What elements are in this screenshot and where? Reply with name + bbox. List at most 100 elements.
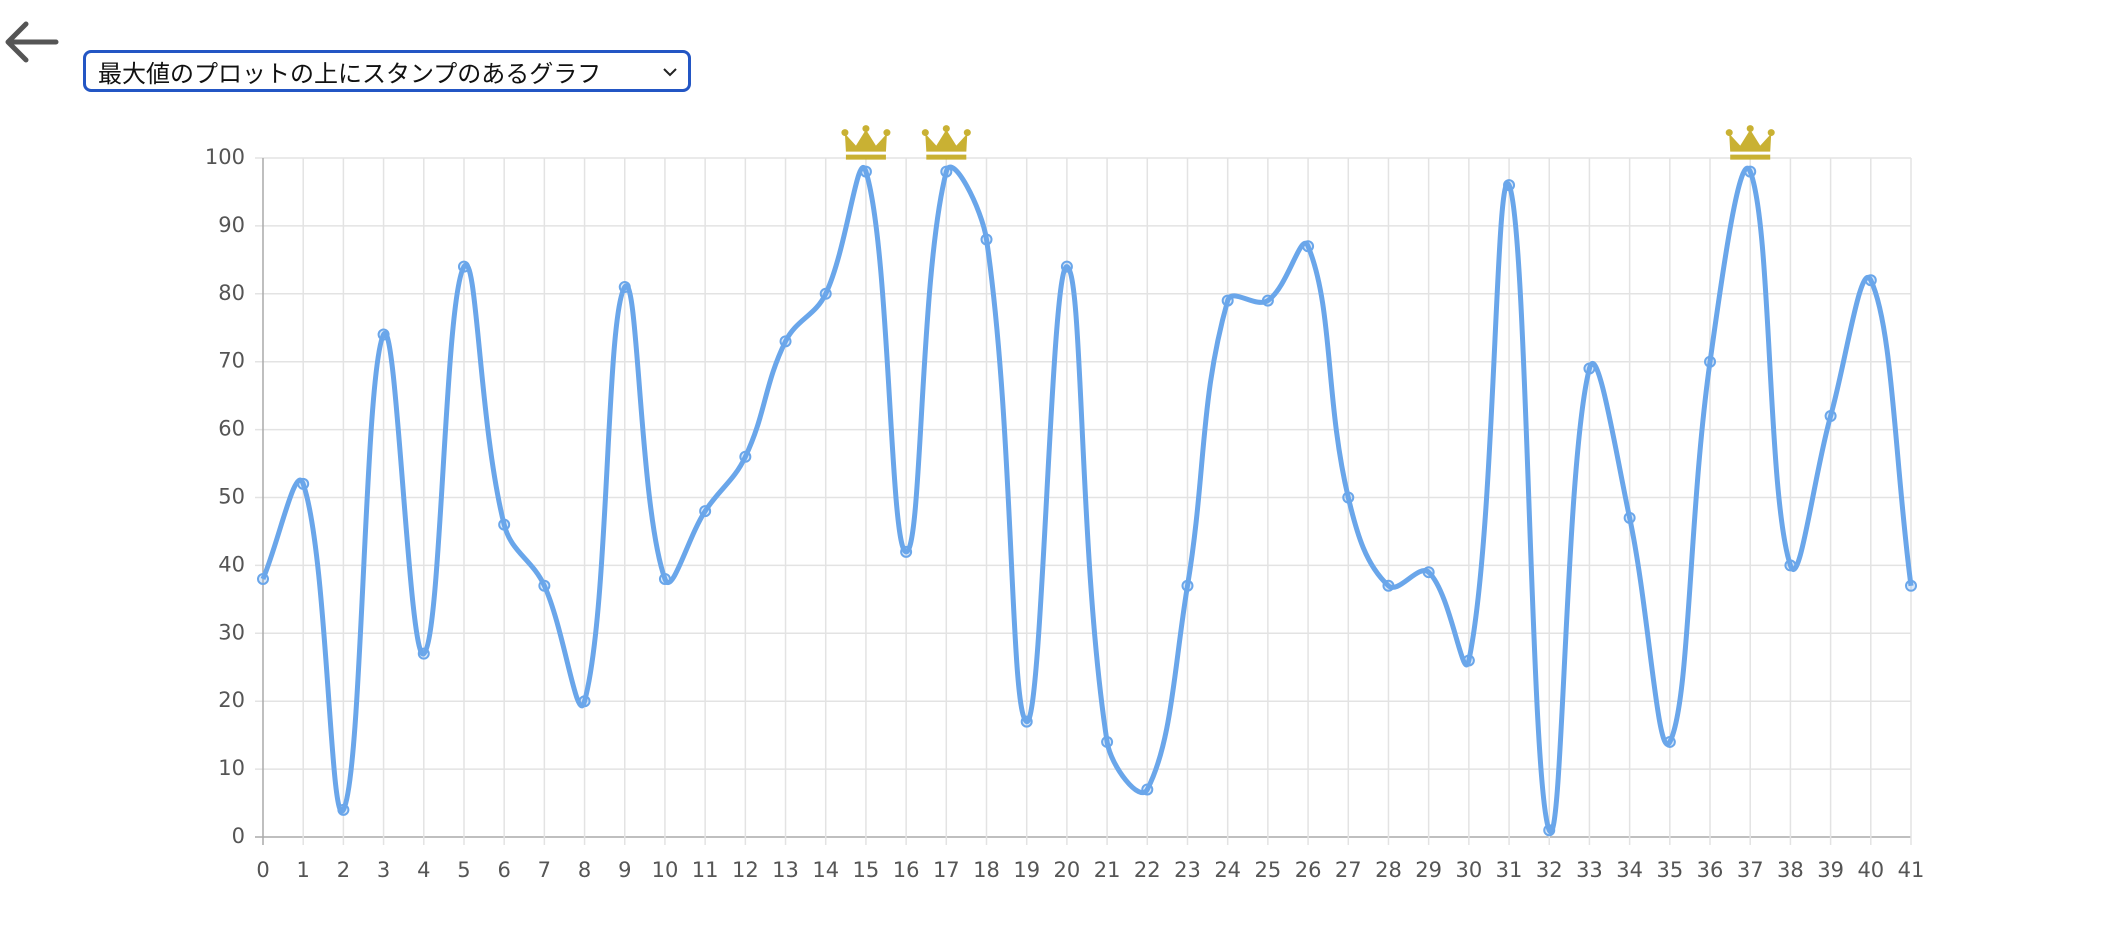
point	[1623, 511, 1636, 524]
point	[578, 695, 591, 708]
y-tick-label: 0	[232, 824, 245, 848]
x-tick-label: 31	[1496, 858, 1523, 882]
point	[1302, 240, 1315, 253]
x-tick-label: 35	[1656, 858, 1683, 882]
crown-jewel	[942, 125, 950, 133]
y-tick-label: 40	[218, 552, 245, 576]
point	[1704, 355, 1717, 368]
x-tick-label: 40	[1857, 858, 1884, 882]
x-tick-label: 11	[692, 858, 719, 882]
crown-jewel	[883, 129, 891, 137]
point	[257, 572, 269, 585]
x-tick-label: 37	[1737, 858, 1764, 882]
crown-jewel	[963, 129, 971, 137]
x-tick-label: 24	[1214, 858, 1241, 882]
x-tick-label: 26	[1295, 858, 1322, 882]
line	[260, 164, 1914, 835]
x-tick-label: 28	[1375, 858, 1402, 882]
point	[618, 281, 631, 294]
point	[739, 450, 752, 463]
x-tick-label: 14	[812, 858, 839, 882]
x-tick-label: 0	[256, 858, 269, 882]
point	[779, 335, 792, 348]
point	[337, 803, 350, 816]
max-crown	[921, 125, 971, 160]
x-tick-label: 18	[973, 858, 1000, 882]
y-tick-label: 100	[205, 145, 245, 169]
x-tick-label: 9	[618, 858, 631, 882]
point	[1181, 579, 1194, 592]
x-tick-label: 39	[1817, 858, 1844, 882]
x-tick-label: 16	[893, 858, 920, 882]
y-tick-label: 60	[218, 417, 245, 441]
point	[900, 545, 913, 558]
crown-jewel	[921, 129, 929, 137]
point	[1824, 410, 1837, 423]
x-tick-label: 7	[538, 858, 551, 882]
point	[699, 505, 712, 518]
point	[498, 518, 511, 531]
point	[1905, 579, 1917, 592]
crown-jewel	[1725, 129, 1733, 137]
point	[1060, 260, 1073, 273]
crown-jewel	[841, 129, 849, 137]
x-tick-label: 17	[933, 858, 960, 882]
x-tick-label: 33	[1576, 858, 1603, 882]
x-tick-label: 8	[578, 858, 591, 882]
x-tick-label: 2	[337, 858, 350, 882]
x-tick-label: 41	[1898, 858, 1925, 882]
crown-jewel	[1767, 129, 1775, 137]
x-tick-label: 27	[1335, 858, 1362, 882]
point	[457, 260, 470, 273]
point	[819, 287, 832, 300]
point	[1221, 294, 1234, 307]
point	[1744, 165, 1757, 178]
point	[1141, 783, 1154, 796]
x-tick-label: 3	[377, 858, 390, 882]
x-tick-label: 5	[457, 858, 470, 882]
select-text: 最大値のプロットの上にスタンプのあるグラフ	[98, 59, 602, 88]
x-tick-label: 21	[1094, 858, 1121, 882]
point	[1342, 491, 1355, 504]
y-tick-label: 20	[218, 688, 245, 712]
point	[1101, 735, 1114, 748]
x-tick-label: 34	[1616, 858, 1643, 882]
chevron	[663, 68, 677, 77]
crown-body	[844, 129, 887, 160]
x-tick-label: 6	[497, 858, 510, 882]
point	[1663, 735, 1676, 748]
y-tick-label: 70	[218, 349, 245, 373]
x-tick-label: 20	[1054, 858, 1081, 882]
y-tick-label: 90	[218, 213, 245, 237]
point	[1784, 559, 1797, 572]
point	[980, 233, 993, 246]
back-button[interactable]	[2, 18, 62, 68]
graph-select[interactable]: 最大値のプロットの上にスタンプのあるグラフ	[83, 50, 691, 92]
crown-jewel	[862, 125, 870, 133]
point	[1020, 715, 1033, 728]
crown-jewel	[1746, 125, 1754, 133]
point	[658, 572, 671, 585]
x-tick-label: 36	[1697, 858, 1724, 882]
x-tick-label: 25	[1255, 858, 1282, 882]
point	[1864, 274, 1877, 287]
crown-body	[925, 129, 968, 160]
point	[1382, 579, 1395, 592]
point	[859, 165, 872, 178]
point	[377, 328, 390, 341]
point	[1583, 362, 1596, 375]
point	[538, 579, 551, 592]
point	[297, 477, 310, 490]
x-tick-label: 10	[652, 858, 679, 882]
max-crown	[1725, 125, 1775, 160]
x-tick-label: 1	[297, 858, 310, 882]
x-tick-label: 15	[853, 858, 880, 882]
x-tick-label: 32	[1536, 858, 1563, 882]
x-tick-label: 23	[1174, 858, 1201, 882]
point	[1261, 294, 1274, 307]
point	[940, 165, 953, 178]
y-tick-label: 50	[218, 485, 245, 509]
x-tick-label: 19	[1013, 858, 1040, 882]
